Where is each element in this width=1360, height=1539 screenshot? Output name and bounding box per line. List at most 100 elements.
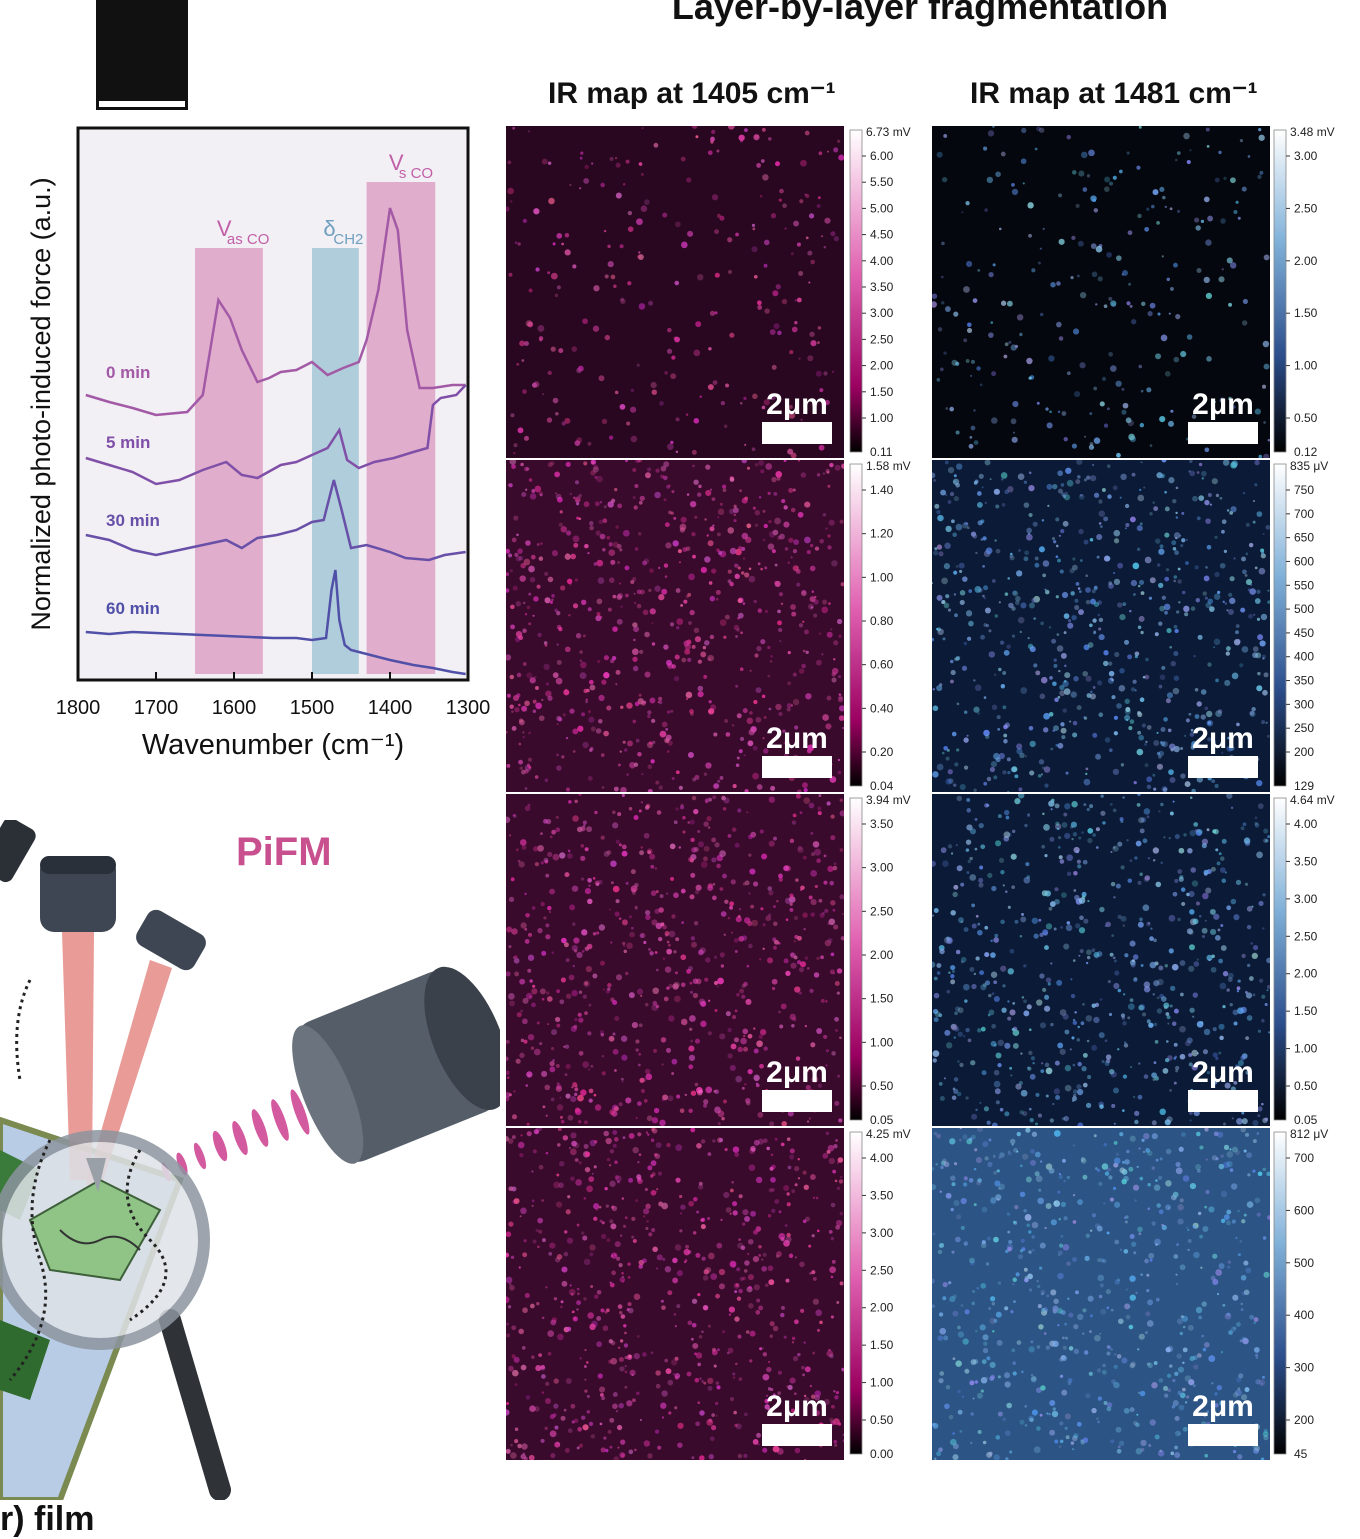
ir-map-magenta-0: 2μm: [506, 126, 844, 458]
scale-bar-label: 2μm: [1192, 1056, 1254, 1089]
ir-map-blue-1: 2μm: [932, 460, 1270, 792]
colorbar-tick-label: 3.50: [870, 817, 894, 831]
colorbar-tick-label: 4.00: [870, 1151, 894, 1165]
series-line-0: [85, 207, 466, 417]
colorbar-tick-label: 550: [1294, 578, 1314, 592]
laser-beam: [62, 932, 94, 1180]
colorbar-magenta-1: 1.58 mV 1.40 1.20 1.00 0.80 0.60 0.40 0.20 0.04: [848, 459, 930, 793]
band-label-1: δ: [323, 216, 335, 241]
scale-bar: [1188, 422, 1258, 444]
scale-bar-label: 2μm: [1192, 388, 1254, 421]
colorbar-gradient: [849, 463, 863, 787]
colorbar-tick-label: 1.00: [870, 411, 894, 425]
x-tick-label: 1600: [212, 697, 257, 719]
colorbar-tick-label: 0.50: [1294, 411, 1318, 425]
colorbar-blue-3: 812 μV 700 600 500 400 300 200 45: [1272, 1127, 1354, 1461]
mof-chain: [8, 979, 168, 1381]
colorbar-tick-label: 1.50: [1294, 1004, 1318, 1018]
scale-bar: [1188, 756, 1258, 778]
colorbar-min-label: 129: [1294, 779, 1314, 792]
colorbar-tick-label: 350: [1294, 674, 1314, 688]
colorbar-max-label: 1.58 mV: [866, 460, 911, 473]
scale-bar: [1188, 1424, 1258, 1446]
colorbar-tick-label: 1.50: [1294, 306, 1318, 320]
colorbar-tick-label: 2.50: [870, 332, 894, 346]
detector-icon: [292, 966, 500, 1164]
x-tick-label: 1700: [134, 697, 179, 719]
colorbar-max-label: 4.64 mV: [1290, 794, 1335, 807]
film-caption: r) film: [0, 1500, 95, 1538]
x-tick-label: 1800: [56, 697, 101, 719]
colorbar-tick-label: 4.50: [870, 228, 894, 242]
x-tick-label: 1500: [290, 697, 335, 719]
pifm-label: PiFM: [236, 830, 332, 874]
colorbar-gradient: [1273, 129, 1287, 453]
scale-bar-label: 2μm: [1192, 722, 1254, 755]
colorbar-tick-label: 200: [1294, 745, 1314, 759]
colorbar-tick-label: 1.50: [870, 992, 894, 1006]
colorbar-max-label: 3.94 mV: [866, 794, 911, 807]
colorbar-tick-label: 2.00: [870, 948, 894, 962]
colorbar-magenta-3: 4.25 mV 4.00 3.50 3.00 2.50 2.00 1.50 1.00 0.50 0…: [848, 1127, 930, 1461]
colorbar-tick-label: 3.00: [870, 861, 894, 875]
colorbar-tick-label: 2.00: [1294, 967, 1318, 981]
colorbar-blue-1: 835 μV 750 700 650 600 550 500 450 400 350 300 250 2…: [1272, 459, 1354, 793]
colorbar-tick-label: 650: [1294, 531, 1314, 545]
colorbar-blue-2: 4.64 mV 4.00 3.50 3.00 2.50 2.00 1.50 1.00 0.50 0…: [1272, 793, 1354, 1127]
scale-bar: [1188, 1090, 1258, 1112]
column-header-1405: IR map at 1405 cm⁻¹: [548, 77, 836, 110]
ir-map-blue-0: 2μm: [932, 126, 1270, 458]
colorbar-tick-label: 0.80: [870, 614, 894, 628]
colorbar-tick-label: 0.50: [1294, 1079, 1318, 1093]
colorbar-tick-label: 0.50: [870, 1413, 894, 1427]
scale-bar: [762, 1090, 832, 1112]
column-header-1481: IR map at 1481 cm⁻¹: [970, 77, 1258, 110]
colorbar-tick-label: 700: [1294, 1151, 1314, 1165]
band-label-sub-0: as CO: [227, 231, 270, 248]
colorbar-tick-label: 5.50: [870, 175, 894, 189]
series-label-2: 30 min: [106, 511, 160, 530]
colorbar-tick-label: 1.00: [1294, 1042, 1318, 1056]
colorbar-tick-label: 200: [1294, 1413, 1314, 1427]
series-line-3: [85, 569, 466, 676]
colorbar-tick-label: 1.00: [870, 570, 894, 584]
colorbar-tick-label: 3.00: [870, 306, 894, 320]
colorbar-tick-label: 3.00: [1294, 149, 1318, 163]
band-label-sub-2: s CO: [399, 165, 433, 182]
colorbar-tick-label: 300: [1294, 697, 1314, 711]
series-line-2: [85, 479, 466, 562]
colorbar-gradient: [849, 797, 863, 1121]
colorbar-gradient: [1273, 797, 1287, 1121]
colorbar-tick-label: 0.50: [870, 1079, 894, 1093]
colorbar-tick-label: 1.50: [870, 385, 894, 399]
band-label-sub-1: CH2: [333, 231, 363, 248]
laser-source-icon: [40, 856, 116, 932]
magnifier-handle: [159, 1309, 231, 1500]
colorbar-tick-label: 1.00: [870, 1035, 894, 1049]
colorbar-tick-label: 1.20: [870, 527, 894, 541]
colorbar-tick-label: 2.00: [1294, 254, 1318, 268]
colorbar-tick-label: 450: [1294, 626, 1314, 640]
colorbar-tick-label: 5.00: [870, 201, 894, 215]
colorbar-tick-label: 1.00: [870, 1376, 894, 1390]
scale-bar-label: 2μm: [1192, 1390, 1254, 1423]
scale-bar-label: 2μm: [766, 722, 828, 755]
colorbar-max-label: 4.25 mV: [866, 1128, 911, 1141]
x-tick-label: 1300: [446, 697, 491, 719]
band-1: [312, 248, 359, 674]
ir-map-blue-2: 2μm: [932, 794, 1270, 1126]
colorbar-tick-label: 3.50: [1294, 854, 1318, 868]
colorbar-min-label: 0.05: [870, 1113, 894, 1126]
scale-bar-label: 2μm: [766, 1056, 828, 1089]
colorbar-tick-label: 400: [1294, 650, 1314, 664]
colorbar-tick-label: 2.50: [870, 1263, 894, 1277]
ir-map-blue-3: 2μm: [932, 1128, 1270, 1460]
x-axis-label: Wavenumber (cm⁻¹): [142, 729, 404, 761]
colorbar-blue-0: 3.48 mV 3.00 2.50 2.00 1.50 1.00 0.50 0.12: [1272, 125, 1354, 459]
x-tick-label: 1400: [368, 697, 413, 719]
ir-map-magenta-2: 2μm: [506, 794, 844, 1126]
colorbar-gradient: [849, 1131, 863, 1455]
colorbar-max-label: 812 μV: [1290, 1128, 1328, 1141]
colorbar-tick-label: 3.00: [870, 1226, 894, 1240]
